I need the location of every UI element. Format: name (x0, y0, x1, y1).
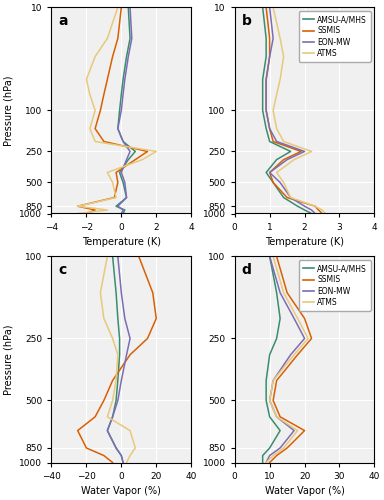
Text: d: d (242, 262, 252, 276)
Text: c: c (58, 262, 67, 276)
X-axis label: Water Vapor (%): Water Vapor (%) (81, 486, 161, 496)
Legend: AMSU-A/MHS, SSMIS, EON-MW, ATMS: AMSU-A/MHS, SSMIS, EON-MW, ATMS (299, 11, 371, 62)
X-axis label: Temperature (K): Temperature (K) (265, 237, 344, 247)
Text: a: a (58, 14, 68, 28)
X-axis label: Water Vapor (%): Water Vapor (%) (265, 486, 344, 496)
X-axis label: Temperature (K): Temperature (K) (82, 237, 161, 247)
Y-axis label: Pressure (hPa): Pressure (hPa) (4, 324, 14, 394)
Y-axis label: Pressure (hPa): Pressure (hPa) (4, 75, 14, 146)
Text: b: b (242, 14, 252, 28)
Legend: AMSU-A/MHS, SSMIS, EON-MW, ATMS: AMSU-A/MHS, SSMIS, EON-MW, ATMS (299, 260, 371, 310)
